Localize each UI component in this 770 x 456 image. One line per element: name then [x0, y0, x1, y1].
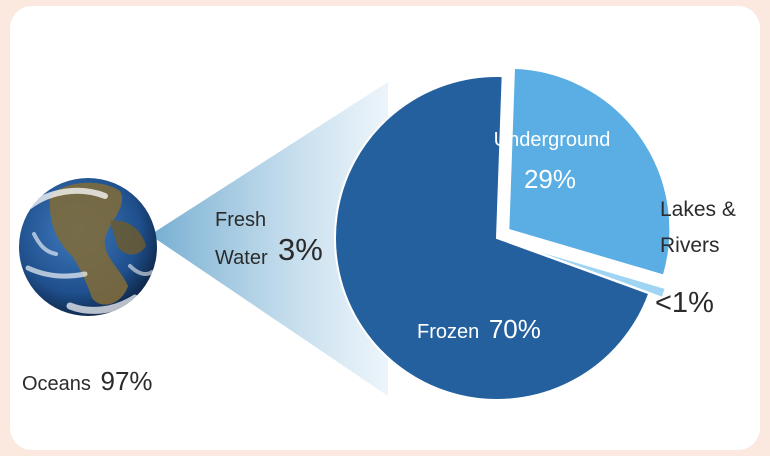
- underground-value: 29%: [524, 164, 576, 194]
- pie-slice-underground: [507, 66, 672, 277]
- oceans-label: Oceans 97%: [22, 366, 153, 396]
- frozen-value: 70%: [489, 314, 541, 344]
- underground-label: Underground: [494, 129, 611, 151]
- fresh-water-pie: [334, 66, 672, 401]
- water-distribution-chart: Oceans 97% Fresh Water 3% Underground 29…: [19, 66, 736, 401]
- earth-globe-icon: [19, 178, 157, 316]
- pie-slice-frozen: [334, 75, 651, 401]
- lakes-rivers-label-line2: Rivers: [660, 234, 720, 257]
- frozen-label: Frozen 70%: [417, 314, 541, 344]
- fresh-water-label-line1: Fresh: [215, 209, 266, 231]
- infographic-card: Oceans 97% Fresh Water 3% Underground 29…: [10, 6, 760, 450]
- oceans-value: 97%: [101, 366, 153, 396]
- fresh-water-label-line2: Water: [215, 247, 268, 269]
- lakes-rivers-label-line1: Lakes &: [660, 198, 736, 221]
- fresh-water-connector: [150, 82, 388, 396]
- fresh-water-value: 3%: [278, 232, 323, 267]
- lakes-rivers-value: <1%: [655, 287, 714, 319]
